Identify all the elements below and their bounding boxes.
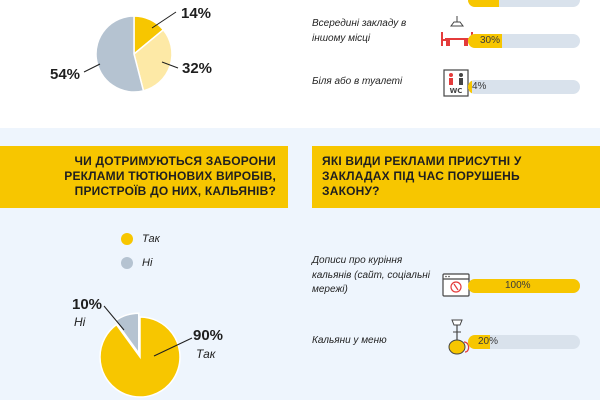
question-right-line: ЯКІ ВИДИ РЕКЛАМИ ПРИСУТНІ У <box>322 154 522 168</box>
bar-label-line: кальянів (сайт, соціальні <box>312 269 430 281</box>
legend-label-no: Ні <box>142 257 153 269</box>
leader-line-14 <box>151 11 177 29</box>
bar-label-line: Дописи про куріння <box>312 255 403 266</box>
bar-label-line: Всередині закладу в <box>312 18 407 29</box>
pie2-label-90: 90% <box>193 327 224 344</box>
bar-label-line: Біля або в туалеті <box>312 76 403 87</box>
pie-slice-54pct <box>95 15 145 93</box>
question-right-box: ЯКІ ВИДИ РЕКЛАМИ ПРИСУТНІ У ЗАКЛАДАХ ПІД… <box>312 146 600 208</box>
pie2-label-10: 10% <box>72 296 103 313</box>
svg-text:WC: WC <box>450 87 463 95</box>
question-right-line: ЗАКЛАДАХ ПІД ЧАС ПОРУШЕНЬ <box>322 169 520 183</box>
pie2-label-yes: Так <box>196 347 216 361</box>
bar-posts: 100% <box>468 279 580 293</box>
question-right-line: ЗАКОНУ? <box>322 184 380 198</box>
bar-menu: 20% <box>468 335 580 349</box>
bar-inside-elsewhere-fill <box>468 34 502 48</box>
leader-line-54 <box>83 63 101 73</box>
pie-chart-top <box>95 15 173 93</box>
leader-line-10 <box>103 305 125 331</box>
bar-label-posts: Дописи про куріння кальянів (сайт, соціа… <box>312 254 430 298</box>
bar-label-line: Кальяни у меню <box>312 335 387 346</box>
bar-label-line: мережі) <box>312 284 348 295</box>
hookah-icon <box>448 319 470 355</box>
bar-posts-fill <box>468 279 580 293</box>
question-left-title: ЧИ ДОТРИМУЮТЬСЯ ЗАБОРОНИ РЕКЛАМИ ТЮТЮНОВ… <box>64 154 276 199</box>
legend-dot-no <box>121 257 133 269</box>
pie-chart-bottom <box>99 312 181 398</box>
bar-menu-fill <box>468 335 491 349</box>
leader-line-90 <box>153 337 193 357</box>
legend-dot-yes <box>121 233 133 245</box>
pie2-label-no: Ні <box>74 315 86 329</box>
legend-label-yes: Так <box>142 233 160 245</box>
question-left-line: ЧИ ДОТРИМУЮТЬСЯ ЗАБОРОНИ <box>74 154 276 168</box>
question-left-line: ПРИСТРОЇВ ДО НИХ, КАЛЬЯНІВ? <box>74 184 276 198</box>
bar-toilet: 4% <box>468 80 580 94</box>
question-left-box: ЧИ ДОТРИМУЮТЬСЯ ЗАБОРОНИ РЕКЛАМИ ТЮТЮНОВ… <box>0 146 288 208</box>
pie1-label-54: 54% <box>50 66 81 83</box>
browser-window-icon <box>442 273 470 297</box>
top-bar-partial-fill <box>468 0 500 7</box>
pie-slice-10pct <box>114 312 140 356</box>
bar-label-line: іншому місці <box>312 32 371 44</box>
leader-line-32 <box>161 61 179 69</box>
question-right-title: ЯКІ ВИДИ РЕКЛАМИ ПРИСУТНІ У ЗАКЛАДАХ ПІД… <box>322 154 522 199</box>
bar-inside-elsewhere: 30% <box>468 34 580 48</box>
bar-toilet-value: 4% <box>472 81 487 92</box>
bar-label-inside-elsewhere: Всередині закладу в іншому місці <box>312 17 406 46</box>
pie1-label-32: 32% <box>182 60 213 77</box>
pie1-label-14: 14% <box>181 5 212 22</box>
pie-slice-90pct <box>99 316 181 398</box>
bar-inside-elsewhere-value: 30% <box>480 35 501 46</box>
bar-posts-value: 100% <box>505 280 531 291</box>
wc-icon: WC <box>443 69 469 97</box>
bar-menu-value: 20% <box>478 336 499 347</box>
question-left-line: РЕКЛАМИ ТЮТЮНОВИХ ВИРОБІВ, <box>64 169 276 183</box>
bar-label-menu: Кальяни у меню <box>312 334 387 349</box>
bar-toilet-fill <box>468 80 473 94</box>
bar-label-toilet: Біля або в туалеті <box>312 75 402 90</box>
pie-slice-32pct <box>133 28 173 92</box>
top-bar-partial <box>468 0 580 7</box>
